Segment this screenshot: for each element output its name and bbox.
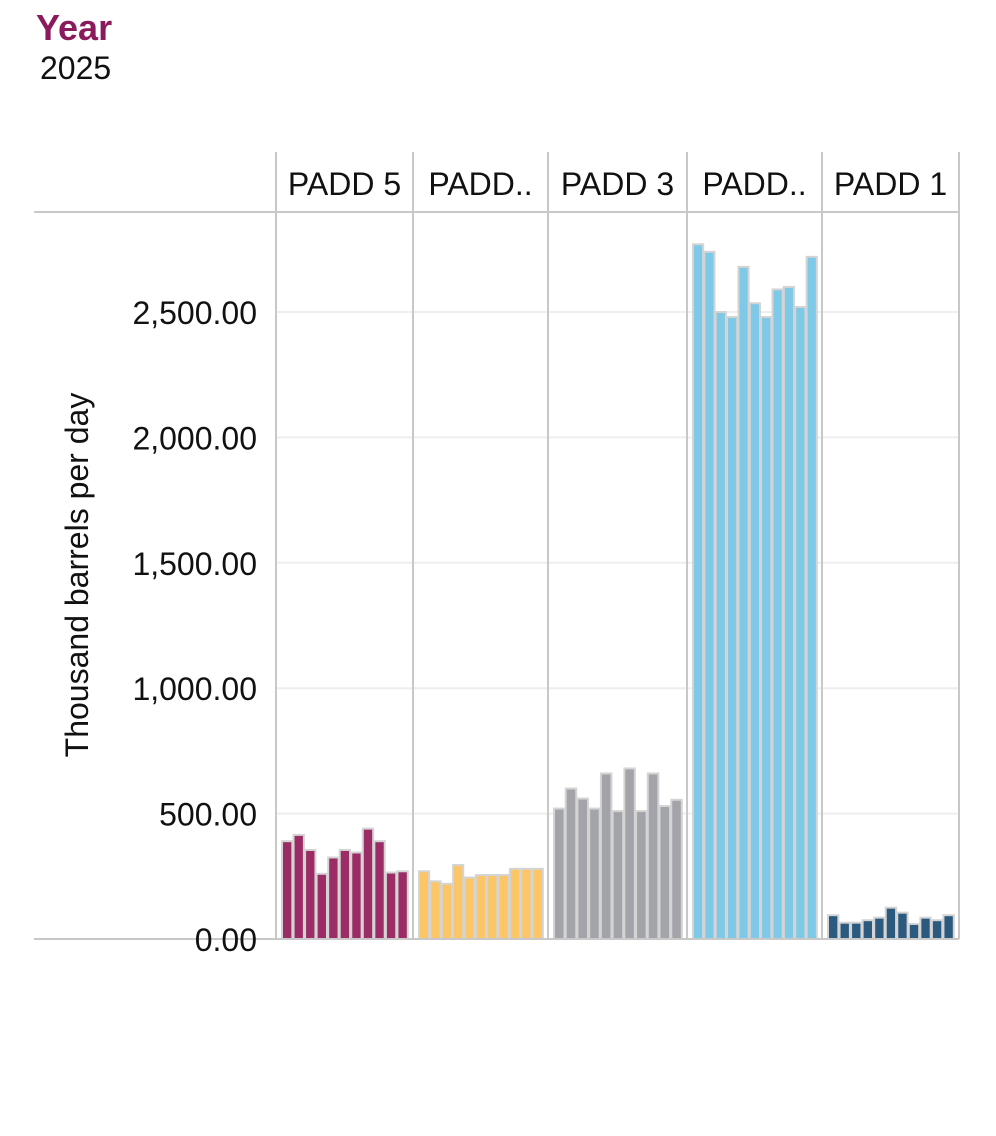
y-tick-label: 2,500.00 xyxy=(132,295,257,331)
bar xyxy=(396,870,409,940)
bar xyxy=(452,864,465,940)
bar xyxy=(930,919,944,941)
bar xyxy=(361,827,375,941)
bar xyxy=(531,867,544,940)
bar xyxy=(896,911,909,941)
y-tick-label: 2,000.00 xyxy=(132,420,257,456)
bar xyxy=(292,833,305,941)
bar xyxy=(782,285,796,941)
bar xyxy=(850,921,863,940)
bar xyxy=(726,316,739,940)
bar xyxy=(429,880,442,940)
bar xyxy=(338,848,352,940)
bar xyxy=(838,921,851,940)
y-tick-label: 500.00 xyxy=(159,797,257,833)
bar xyxy=(907,922,921,941)
bar xyxy=(658,805,672,940)
bar xyxy=(384,871,398,941)
bar xyxy=(350,851,363,940)
bars xyxy=(281,243,955,941)
bar xyxy=(737,265,750,940)
bar xyxy=(315,872,328,940)
bar xyxy=(463,876,476,941)
bar xyxy=(635,810,648,940)
bar xyxy=(714,311,727,940)
year-header: Year 2025 xyxy=(36,6,112,86)
bar xyxy=(805,255,818,941)
bar xyxy=(794,305,807,940)
bar xyxy=(576,797,589,940)
bar xyxy=(497,874,510,941)
bar xyxy=(748,302,761,940)
y-axis-label: Thousand barrels per day xyxy=(59,393,95,758)
y-tick-label: 1,500.00 xyxy=(132,546,257,582)
bar xyxy=(771,288,784,941)
panel-header-label: PADD.. xyxy=(702,166,806,202)
bar xyxy=(520,867,533,940)
bar xyxy=(760,316,773,940)
year-title: Year xyxy=(36,7,113,48)
y-tick-label: 1,000.00 xyxy=(132,671,257,707)
bar xyxy=(884,906,898,941)
bar xyxy=(623,767,636,940)
year-value: 2025 xyxy=(40,50,112,86)
bar xyxy=(418,870,431,940)
bar xyxy=(373,840,386,940)
bar xyxy=(919,916,932,941)
panel-header-label: PADD.. xyxy=(428,166,532,202)
y-tick-label: 0.00 xyxy=(195,922,257,958)
bar xyxy=(588,807,601,940)
bar xyxy=(599,772,613,940)
bar xyxy=(327,856,340,940)
bar xyxy=(703,250,716,941)
panel-header-label: PADD 5 xyxy=(288,166,401,202)
labels: 0.00 500.00 1,000.00 1,500.00 2,000.00 2,500.… xyxy=(59,166,947,958)
bar xyxy=(646,772,660,940)
bar xyxy=(873,916,886,941)
panel-header-label: PADD 1 xyxy=(834,166,947,202)
bar xyxy=(861,919,874,941)
bar xyxy=(508,867,522,940)
bar xyxy=(486,874,499,941)
panel-header-label: PADD 3 xyxy=(561,166,674,202)
chart-frame xyxy=(34,152,960,940)
bar xyxy=(827,914,840,941)
bar xyxy=(304,848,317,940)
bar xyxy=(474,874,487,941)
bar xyxy=(440,882,453,940)
bar xyxy=(611,810,625,940)
bar xyxy=(692,243,705,940)
bar xyxy=(553,807,566,940)
bar xyxy=(281,840,294,940)
bar xyxy=(564,787,578,941)
gridlines xyxy=(276,311,959,815)
bar xyxy=(670,798,683,941)
bar xyxy=(942,914,955,941)
